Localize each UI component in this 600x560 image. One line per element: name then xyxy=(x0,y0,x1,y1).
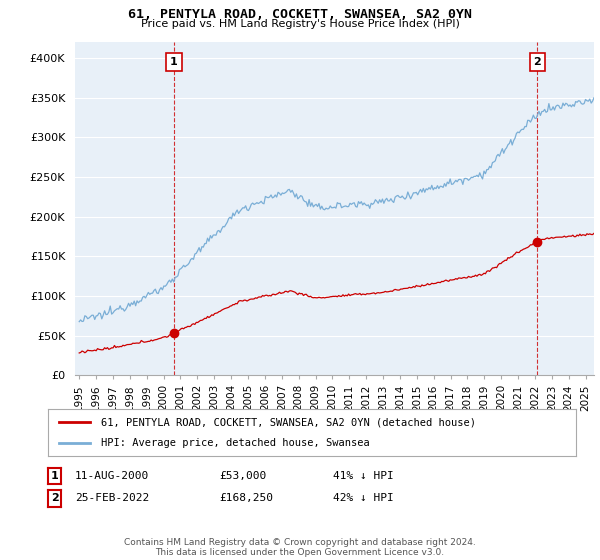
Text: 2: 2 xyxy=(51,493,58,503)
Text: 25-FEB-2022: 25-FEB-2022 xyxy=(75,493,149,503)
Text: 11-AUG-2000: 11-AUG-2000 xyxy=(75,471,149,481)
Text: 41% ↓ HPI: 41% ↓ HPI xyxy=(333,471,394,481)
Text: 2: 2 xyxy=(533,57,541,67)
Text: 61, PENTYLA ROAD, COCKETT, SWANSEA, SA2 0YN: 61, PENTYLA ROAD, COCKETT, SWANSEA, SA2 … xyxy=(128,8,472,21)
Text: 42% ↓ HPI: 42% ↓ HPI xyxy=(333,493,394,503)
Text: 1: 1 xyxy=(51,471,58,481)
Text: 1: 1 xyxy=(170,57,178,67)
Text: 61, PENTYLA ROAD, COCKETT, SWANSEA, SA2 0YN (detached house): 61, PENTYLA ROAD, COCKETT, SWANSEA, SA2 … xyxy=(101,417,476,427)
Text: HPI: Average price, detached house, Swansea: HPI: Average price, detached house, Swan… xyxy=(101,438,370,448)
Text: Contains HM Land Registry data © Crown copyright and database right 2024.
This d: Contains HM Land Registry data © Crown c… xyxy=(124,538,476,557)
Text: £168,250: £168,250 xyxy=(219,493,273,503)
Text: £53,000: £53,000 xyxy=(219,471,266,481)
Text: Price paid vs. HM Land Registry's House Price Index (HPI): Price paid vs. HM Land Registry's House … xyxy=(140,19,460,29)
